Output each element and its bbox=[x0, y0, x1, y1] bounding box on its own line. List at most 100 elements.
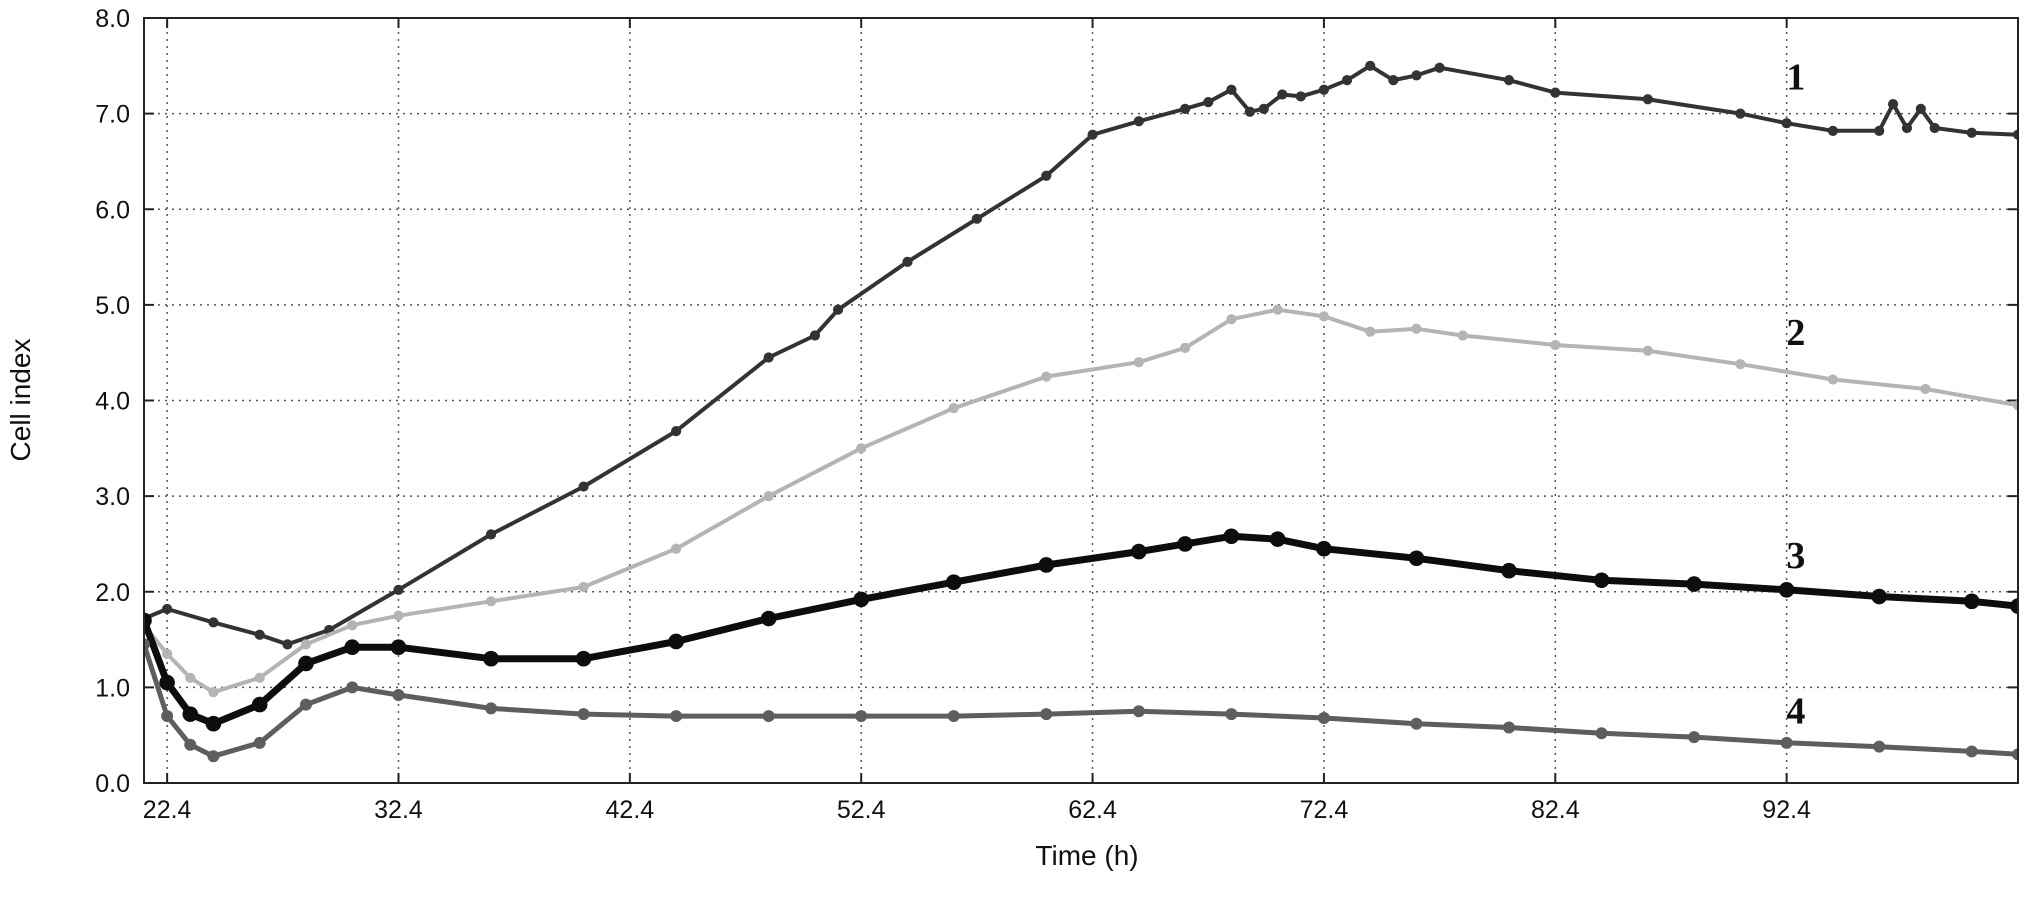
series-point-3 bbox=[1177, 536, 1193, 552]
series-point-4 bbox=[670, 710, 683, 723]
series-point-3 bbox=[1963, 593, 1980, 610]
series-point-1 bbox=[971, 213, 982, 224]
series-point-1 bbox=[1901, 122, 1913, 134]
series-point-4 bbox=[762, 710, 775, 723]
series-point-2 bbox=[1550, 339, 1561, 351]
series-point-2 bbox=[185, 672, 196, 683]
series-point-2 bbox=[671, 543, 682, 554]
series-point-4 bbox=[1040, 708, 1053, 721]
series-point-4 bbox=[1503, 721, 1516, 734]
series-point-1 bbox=[393, 584, 404, 595]
series-label-2: 2 bbox=[1786, 312, 1805, 354]
x-tick-label: 32.4 bbox=[374, 796, 423, 824]
series-point-4 bbox=[1780, 736, 1793, 749]
series-point-2 bbox=[208, 687, 219, 698]
y-axis-ticks: 0.0 1.0 2.0 3.0 4.0 5.0 6.0 7.0 8.0 bbox=[95, 5, 2018, 798]
y-tick-label: 6.0 bbox=[95, 196, 130, 224]
series-point-1 bbox=[1915, 103, 1926, 114]
series-point-1 bbox=[763, 352, 774, 363]
y-tick-label: 8.0 bbox=[95, 5, 130, 33]
grid-lines bbox=[144, 18, 2018, 783]
y-tick-label: 2.0 bbox=[95, 579, 130, 607]
series-point-3 bbox=[298, 655, 314, 672]
series-point-1 bbox=[282, 639, 293, 650]
series-point-1 bbox=[254, 629, 265, 640]
series-point-2 bbox=[1457, 330, 1468, 341]
series-point-1 bbox=[1550, 87, 1561, 98]
series-point-2 bbox=[578, 581, 589, 593]
series-labels: 1 2 3 4 bbox=[1786, 57, 1805, 733]
series-point-2 bbox=[1226, 314, 1237, 325]
series-point-2 bbox=[1735, 359, 1746, 370]
series-point-1 bbox=[2012, 129, 2018, 140]
y-tick-label: 5.0 bbox=[95, 292, 130, 320]
series-point-3 bbox=[144, 612, 152, 629]
x-axis-label: Time (h) bbox=[1035, 840, 1138, 871]
series-point-2 bbox=[1272, 304, 1283, 315]
series-group bbox=[144, 60, 2018, 763]
series-line-4 bbox=[144, 641, 2018, 759]
series-point-1 bbox=[208, 617, 219, 628]
series-point-4 bbox=[392, 689, 405, 702]
series-label-1: 1 bbox=[1786, 57, 1805, 99]
series-point-1 bbox=[1087, 129, 1098, 140]
series-point-2 bbox=[1180, 342, 1191, 354]
series-point-2 bbox=[1041, 371, 1052, 382]
series-point-1 bbox=[809, 330, 821, 341]
series-point-3 bbox=[1686, 576, 1702, 592]
series-point-3 bbox=[1501, 562, 1517, 579]
series-point-3 bbox=[483, 650, 499, 667]
series-line-1 bbox=[144, 63, 2018, 647]
series-point-1 bbox=[1411, 70, 1422, 81]
series-point-1 bbox=[1203, 97, 1214, 108]
series-point-2 bbox=[856, 443, 867, 454]
y-tick-label: 3.0 bbox=[95, 483, 130, 511]
series-point-1 bbox=[1434, 62, 1445, 73]
series-point-1 bbox=[1041, 170, 1052, 181]
series-point-1 bbox=[1277, 89, 1288, 100]
series-point-1 bbox=[1887, 98, 1899, 110]
series-point-2 bbox=[1411, 323, 1422, 334]
series-point-4 bbox=[253, 736, 266, 749]
series-point-3 bbox=[1593, 572, 1610, 589]
series-point-3 bbox=[390, 639, 407, 656]
series-point-2 bbox=[1920, 383, 1931, 395]
series-point-1 bbox=[1180, 103, 1191, 114]
series-point-4 bbox=[485, 702, 498, 715]
series-point-4 bbox=[947, 710, 960, 723]
series-point-4 bbox=[855, 710, 868, 723]
x-tick-label: 62.4 bbox=[1068, 796, 1117, 824]
series-point-3 bbox=[853, 591, 870, 608]
series-point-2 bbox=[393, 610, 404, 621]
series-point-1 bbox=[1318, 84, 1330, 95]
series-point-4 bbox=[1410, 717, 1423, 730]
series-point-3 bbox=[1778, 582, 1795, 598]
x-tick-label: 92.4 bbox=[1762, 796, 1811, 824]
series-point-4 bbox=[577, 708, 590, 721]
series-point-3 bbox=[575, 650, 592, 667]
y-tick-label: 0.0 bbox=[95, 770, 130, 798]
series-point-1 bbox=[1874, 125, 1885, 136]
series-point-2 bbox=[300, 639, 312, 650]
x-tick-label: 82.4 bbox=[1531, 796, 1580, 824]
series-point-1 bbox=[1226, 84, 1237, 95]
series-point-1 bbox=[1258, 103, 1269, 114]
series-point-3 bbox=[344, 639, 361, 656]
series-point-2 bbox=[1827, 374, 1839, 385]
series-point-3 bbox=[182, 706, 199, 722]
series-point-2 bbox=[1365, 326, 1376, 337]
series-point-2 bbox=[1318, 311, 1330, 322]
series-point-4 bbox=[161, 710, 174, 723]
series-point-4 bbox=[1595, 727, 1608, 740]
series-point-1 bbox=[1295, 91, 1306, 102]
series-point-3 bbox=[1223, 528, 1240, 545]
series-point-3 bbox=[2010, 598, 2018, 614]
series-point-1 bbox=[671, 426, 682, 437]
series-point-2 bbox=[162, 648, 173, 660]
series-point-3 bbox=[1871, 588, 1887, 605]
series-point-1 bbox=[1929, 122, 1940, 134]
series-point-4 bbox=[1132, 705, 1145, 718]
plot-frame bbox=[143, 17, 2019, 784]
series-point-2 bbox=[254, 672, 265, 683]
series-point-3 bbox=[760, 610, 777, 627]
